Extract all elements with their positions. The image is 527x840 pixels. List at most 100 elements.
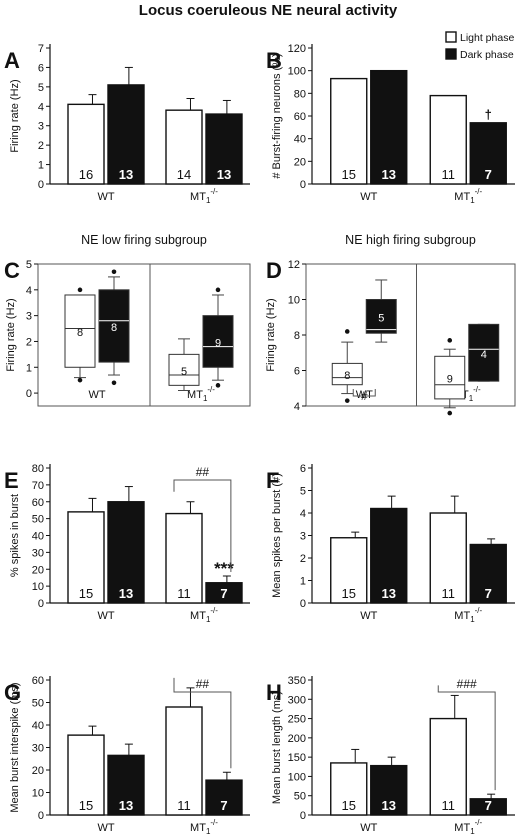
y-tick-label: 1 <box>26 362 32 374</box>
y-tick-label: 0 <box>26 388 32 400</box>
y-tick-label: 40 <box>294 134 306 146</box>
y-tick-label: 20 <box>32 765 44 777</box>
x-tick-label: MT1-/- <box>190 606 218 624</box>
bar-dark <box>205 582 243 604</box>
outlier-point <box>111 269 117 275</box>
outlier-point <box>344 329 350 334</box>
bar-light <box>165 109 203 185</box>
x-tick-label: WT <box>97 191 114 203</box>
n-label: 13 <box>119 167 133 182</box>
box-light <box>331 362 363 386</box>
bar-light <box>429 94 467 185</box>
y-tick-label: 30 <box>32 547 44 559</box>
y-tick-label: 6 <box>300 463 306 475</box>
y-axis-label: # Burst-firing neurons (%) <box>271 53 283 178</box>
n-label: 15 <box>342 586 356 601</box>
y-tick-label: 5 <box>38 82 44 94</box>
n-label: 11 <box>442 798 456 813</box>
y-tick-label: 20 <box>32 564 44 576</box>
y-tick-label: 1 <box>300 576 306 588</box>
bar-light <box>429 512 467 604</box>
plot-frame <box>37 263 251 407</box>
y-tick-label: 10 <box>32 788 44 800</box>
significance-bracket <box>437 685 496 791</box>
panel-A: A Firing rate (Hz) 0 1 2 3 4 5 6 7 WT 16 13 MT1-/- 14 1… <box>4 43 250 205</box>
n-label: 15 <box>79 798 93 813</box>
outlier-point <box>447 410 453 416</box>
panel-letter: F <box>266 468 279 493</box>
y-tick-label: 80 <box>294 88 306 100</box>
box-dark <box>468 323 500 382</box>
n-label: 7 <box>485 586 492 601</box>
significance-mark: *** <box>214 559 234 578</box>
y-tick-label: 6 <box>294 366 300 378</box>
y-tick-label: 5 <box>300 486 306 498</box>
y-tick-label: 60 <box>32 497 44 509</box>
y-tick-label: 4 <box>300 508 306 520</box>
x-tick-label: WT <box>97 822 114 834</box>
y-tick-label: 200 <box>288 733 306 745</box>
n-label: 8 <box>77 327 83 339</box>
y-tick-label: 0 <box>38 598 44 610</box>
n-label: 13 <box>119 586 133 601</box>
y-tick-label: 120 <box>288 43 306 55</box>
box-dark <box>365 299 397 334</box>
bar-dark <box>469 798 507 816</box>
outlier-point <box>447 338 453 343</box>
n-label: 11 <box>442 167 456 182</box>
y-tick-label: 10 <box>32 581 44 593</box>
significance-mark: ## <box>196 677 210 691</box>
bar-dark <box>107 84 145 185</box>
y-tick-label: 7 <box>38 43 44 55</box>
outlier-point <box>77 287 83 293</box>
significance-mark: ## <box>196 465 210 479</box>
box-dark <box>98 289 130 363</box>
bar-dark <box>107 754 145 816</box>
x-tick-label: WT <box>356 389 373 401</box>
y-tick-label: 40 <box>32 720 44 732</box>
y-tick-label: 2 <box>38 140 44 152</box>
bar-dark <box>205 113 243 185</box>
n-label: 9 <box>447 374 453 386</box>
legend-label-light: Light phase <box>460 32 514 44</box>
box-light <box>434 355 466 400</box>
outlier-point <box>215 287 221 293</box>
bar-dark <box>107 501 145 604</box>
n-label: 15 <box>342 167 356 182</box>
significance-bracket <box>352 389 376 397</box>
panel-letter: E <box>4 468 19 493</box>
bar-light <box>330 537 368 604</box>
n-label: 9 <box>215 337 221 349</box>
n-label: 7 <box>485 167 492 182</box>
y-tick-label: 5 <box>26 259 32 271</box>
n-label: 5 <box>378 312 384 324</box>
y-tick-label: 10 <box>288 295 300 307</box>
bar-light <box>165 512 203 604</box>
panel-B: B# Burst-firing neurons (%) 0 20 40 60 80 100 1… <box>266 43 515 205</box>
y-axis-label: Firing rate (Hz) <box>9 79 21 152</box>
y-tick-label: 2 <box>26 336 32 348</box>
y-axis-label: % spikes in burst <box>9 494 21 577</box>
panel-letter: C <box>4 258 20 283</box>
y-tick-label: 80 <box>32 463 44 475</box>
significance-mark: # <box>361 389 368 403</box>
x-tick-label: MT1-/- <box>454 187 482 205</box>
n-label: 13 <box>217 167 231 182</box>
outlier-point <box>344 398 350 403</box>
legend-swatch-light <box>445 31 457 43</box>
y-axis-label: Firing rate (Hz) <box>265 298 277 371</box>
y-tick-label: 12 <box>288 259 300 271</box>
y-axis-label: Firing rate (Hz) <box>5 298 17 371</box>
n-label: 15 <box>342 798 356 813</box>
x-tick-label: WT <box>97 610 114 622</box>
y-tick-label: 40 <box>32 531 44 543</box>
panel-letter: H <box>266 680 282 705</box>
n-label: 5 <box>181 366 187 378</box>
y-tick-label: 3 <box>26 311 32 323</box>
y-tick-label: 300 <box>288 694 306 706</box>
x-tick-label: MT1-/- <box>454 818 482 836</box>
x-tick-label: MT1-/- <box>454 606 482 624</box>
